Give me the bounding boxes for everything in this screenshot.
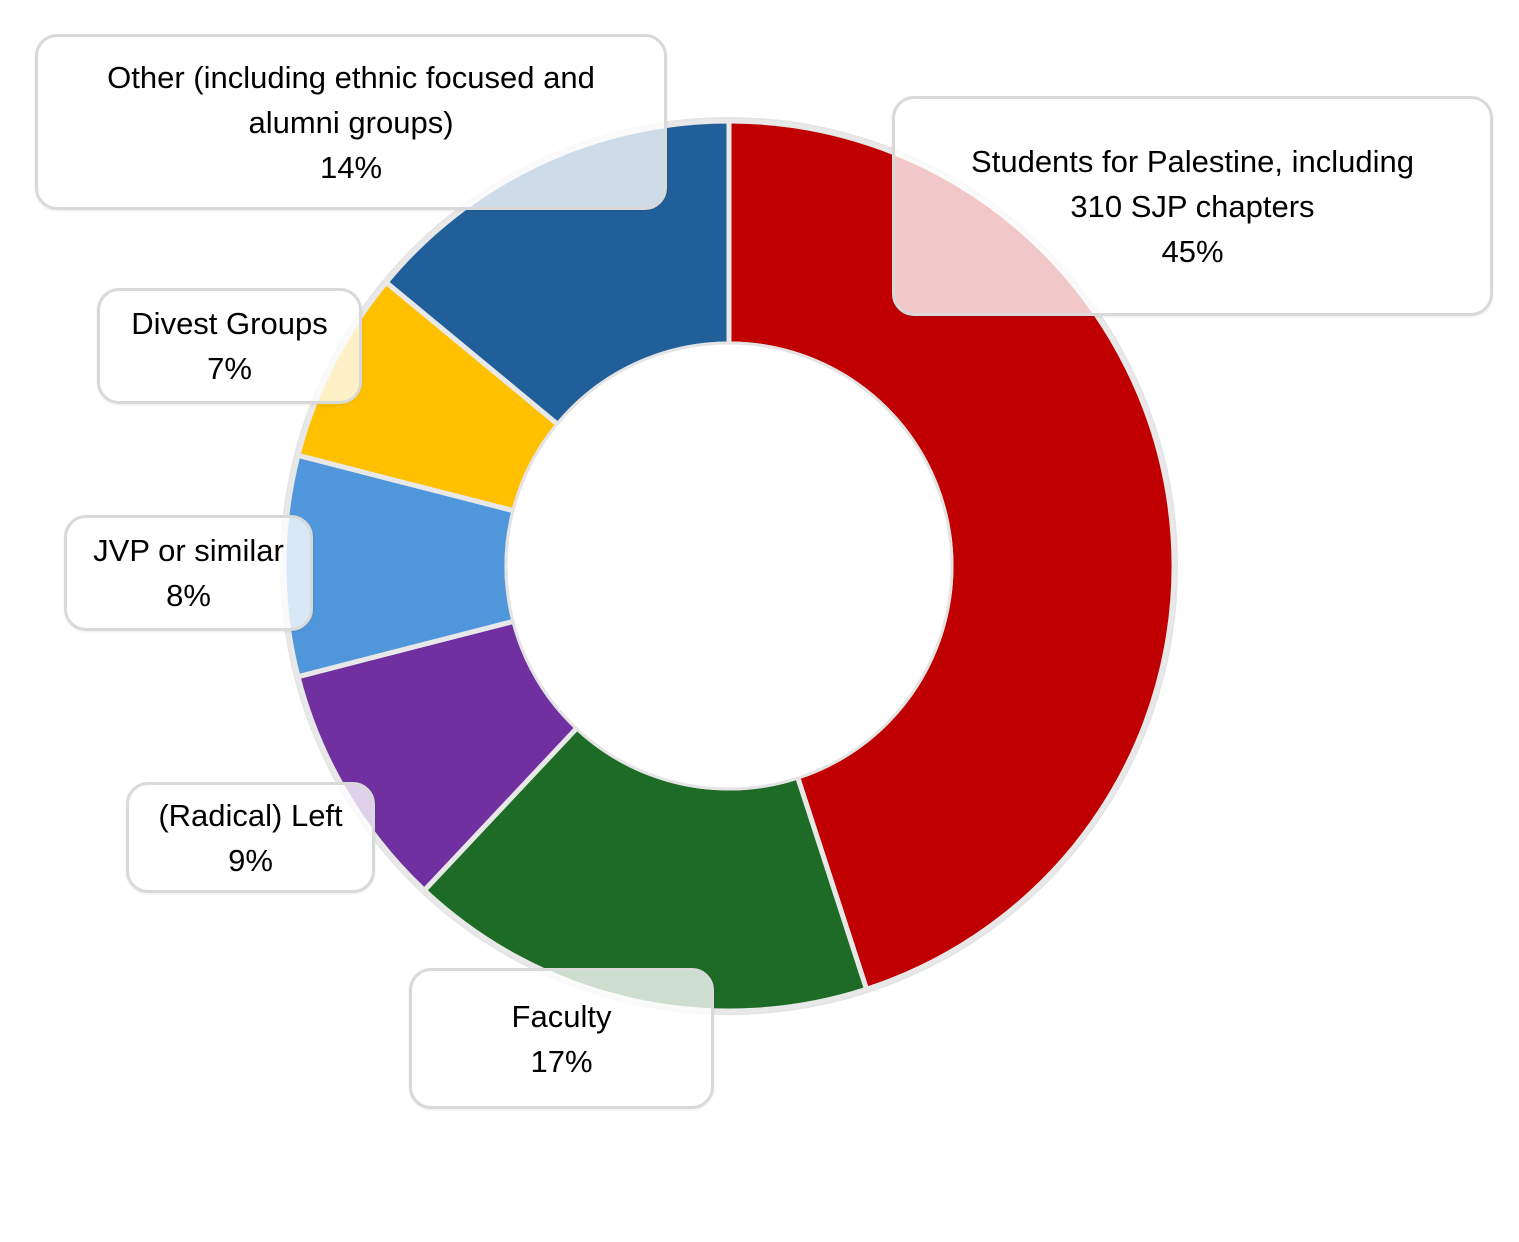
data-label-other: Other (including ethnic focused and alum… <box>35 34 667 210</box>
data-label-value: 9% <box>228 842 273 878</box>
data-label-category-line-1: Other (including ethnic focused and <box>107 59 595 95</box>
data-label-value: 7% <box>207 351 252 386</box>
donut-slices <box>281 118 1177 1014</box>
donut-hole <box>504 341 954 791</box>
data-label-value: 14% <box>319 149 383 185</box>
data-label-value: 8% <box>166 578 211 613</box>
data-label-jvp-or-similar: JVP or similar 8% <box>64 515 313 631</box>
data-label-divest-groups: Divest Groups 7% <box>97 288 362 404</box>
data-label-value: 17% <box>530 1043 593 1079</box>
data-label-faculty: Faculty 17% <box>409 968 714 1109</box>
data-label-radical-left: (Radical) Left 9% <box>126 782 375 893</box>
data-label-category-line-2: alumni groups) <box>248 104 454 140</box>
data-label-students-for-palestine: Students for Palestine, including 310 SJ… <box>892 96 1493 316</box>
data-label-category-line-1: Students for Palestine, including <box>971 143 1414 179</box>
data-label-category-line-1: JVP or similar <box>93 533 284 568</box>
data-label-value: 45% <box>1161 233 1224 269</box>
data-label-category-line-1: (Radical) Left <box>158 797 343 833</box>
data-label-category-line-1: Divest Groups <box>131 306 328 341</box>
data-label-category-line-1: Faculty <box>511 998 612 1034</box>
data-label-category-line-2: 310 SJP chapters <box>1070 188 1315 224</box>
